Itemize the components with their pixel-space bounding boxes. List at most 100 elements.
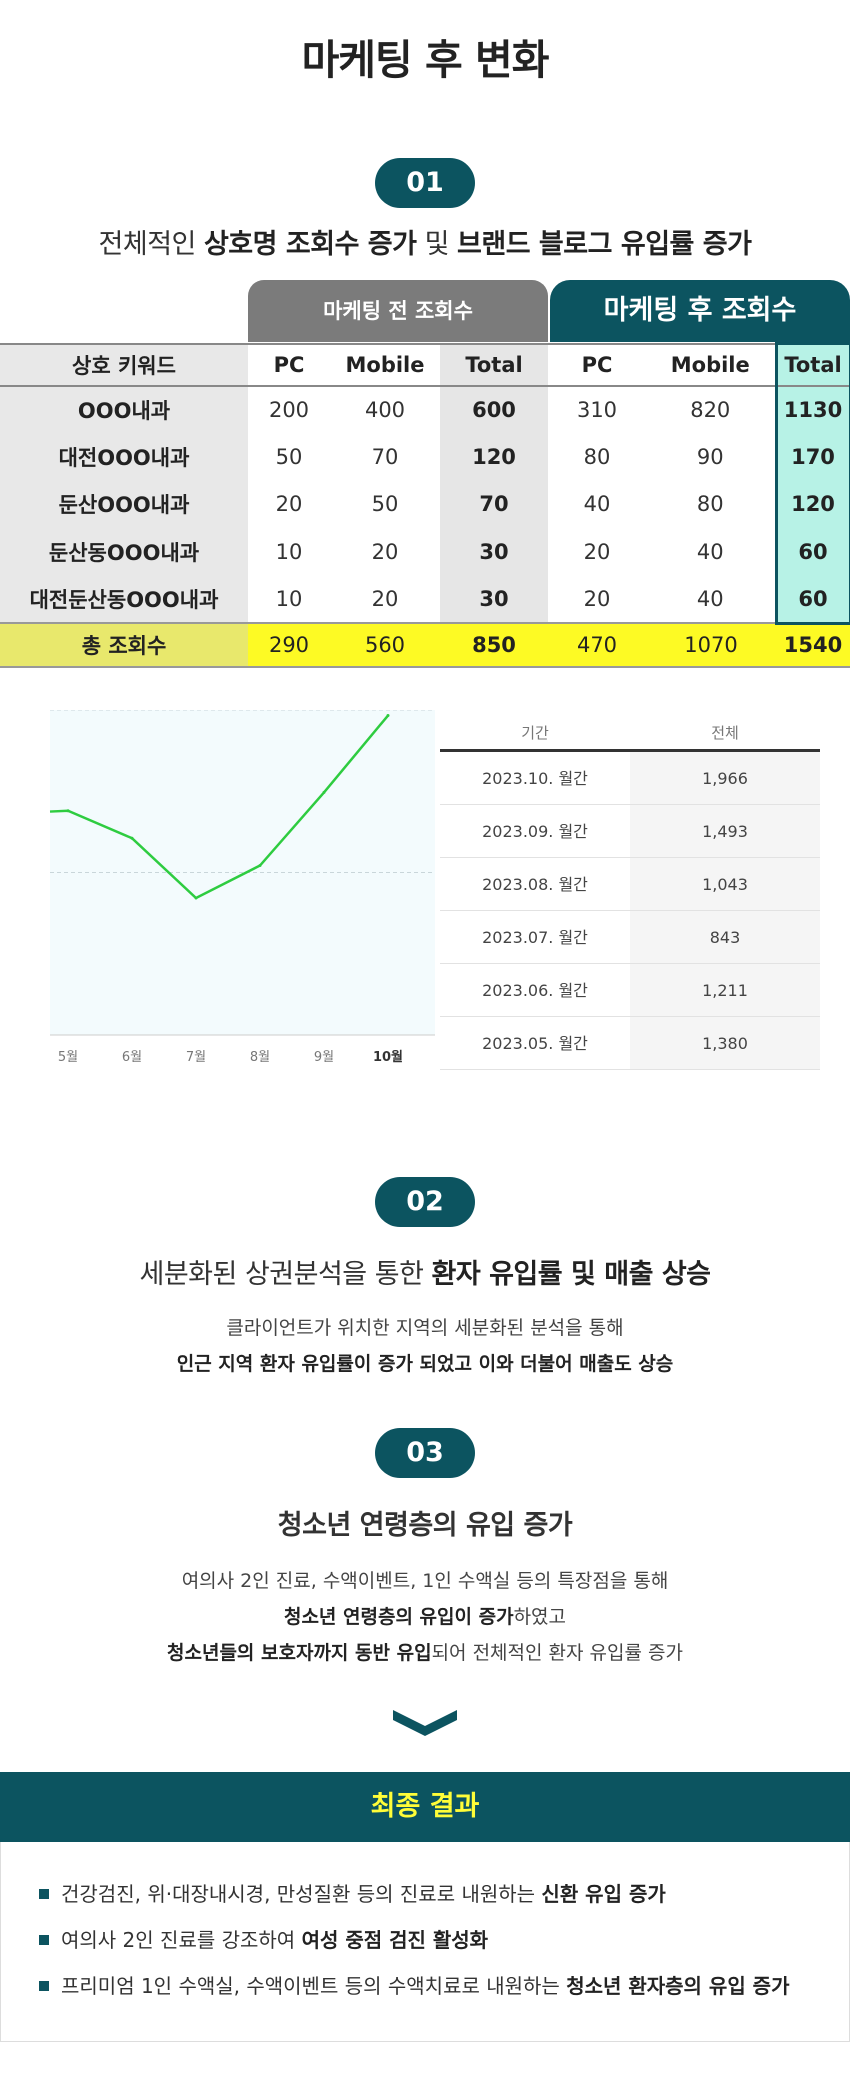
table-cell: 600 bbox=[440, 385, 548, 433]
total-cell: 560 bbox=[330, 622, 440, 668]
value-cell: 1,043 bbox=[630, 858, 820, 910]
value-cell: 1,966 bbox=[630, 752, 820, 804]
views-table: 상호 키워드 PC Mobile Total PC Mobile Total O… bbox=[0, 342, 850, 668]
period-cell: 2023.10. 월간 bbox=[482, 769, 588, 788]
total-cell: 470 bbox=[548, 622, 646, 668]
table-cell: 40 bbox=[696, 586, 724, 611]
description-highlight: 청소년들의 보호자까지 동반 유입 bbox=[167, 1642, 432, 1664]
final-result-item: 건강검진, 위·대장내시경, 만성질환 등의 진료로 내원하는 신환 유입 증가 bbox=[1, 1880, 849, 1926]
keyword-cell: 둔산동OOO내과 bbox=[0, 528, 248, 576]
table-cell: 90 bbox=[696, 444, 724, 469]
table-row: OOO내과 200 400 600 310 820 1130 bbox=[0, 385, 850, 433]
table-cell: 20 bbox=[583, 586, 611, 611]
data-point bbox=[130, 836, 134, 840]
period-column-header: 기간 bbox=[521, 724, 549, 742]
x-tick-label: 7월 bbox=[186, 1050, 206, 1065]
bullet-square-icon bbox=[39, 1981, 49, 1991]
before-marketing-header: 마케팅 전 조회수 bbox=[248, 280, 548, 342]
section-subtitle-02: 세분화된 상권분석을 통한 환자 유입률 및 매출 상승 bbox=[0, 1252, 850, 1291]
table-cell: 120 bbox=[774, 480, 850, 528]
column-header: 상호 키워드 bbox=[0, 342, 248, 387]
table-cell: 50 bbox=[371, 492, 399, 517]
table-cell: 50 bbox=[275, 444, 303, 469]
table-cell: 60 bbox=[774, 575, 850, 625]
table-cell: 20 bbox=[275, 492, 303, 517]
column-header: Total bbox=[440, 342, 548, 387]
data-point bbox=[66, 809, 70, 813]
final-result-title: 최종 결과 bbox=[0, 1772, 850, 1842]
table-header-row: 상호 키워드 PC Mobile Total PC Mobile Total bbox=[0, 342, 850, 387]
after-marketing-header: 마케팅 후 조회수 bbox=[550, 280, 850, 342]
table-cell: 310 bbox=[576, 397, 618, 422]
x-tick-label: 9월 bbox=[314, 1050, 334, 1065]
keyword-cell: OOO내과 bbox=[0, 385, 248, 433]
section-description-02: 클라이언트가 위치한 지역의 세분화된 분석을 통해 인근 지역 환자 유입률이… bbox=[0, 1310, 850, 1382]
table-cell: 20 bbox=[583, 539, 611, 564]
period-cell: 2023.06. 월간 bbox=[482, 981, 588, 1000]
table-row: 대전OOO내과 50 70 120 80 90 170 bbox=[0, 433, 850, 481]
table-cell: 40 bbox=[696, 539, 724, 564]
table-cell: 400 bbox=[364, 397, 406, 422]
x-tick-label: 6월 bbox=[122, 1050, 142, 1065]
data-point bbox=[194, 896, 198, 900]
item-highlight: 여성 중점 검진 활성화 bbox=[301, 1928, 489, 1952]
column-header: Total bbox=[774, 342, 850, 387]
table-cell: 820 bbox=[690, 397, 731, 422]
data-point bbox=[322, 790, 326, 794]
table-cell: 1130 bbox=[774, 385, 850, 433]
table-cell: 200 bbox=[268, 397, 310, 422]
keyword-cell: 대전둔산동OOO내과 bbox=[0, 575, 248, 623]
table-row: 둔산OOO내과 20 50 70 40 80 120 bbox=[0, 480, 850, 528]
value-cell: 1,380 bbox=[630, 1017, 820, 1069]
stats-row: 2023.05. 월간 1,380 bbox=[440, 1017, 820, 1070]
value-cell: 1,211 bbox=[630, 964, 820, 1016]
table-cell: 10 bbox=[275, 539, 303, 564]
table-cell: 30 bbox=[440, 528, 548, 576]
period-cell: 2023.05. 월간 bbox=[482, 1034, 588, 1053]
value-cell: 843 bbox=[630, 911, 820, 963]
description-highlight: 인근 지역 환자 유입률이 증가 되었고 이와 더불어 매출도 상승 bbox=[176, 1353, 674, 1375]
bullet-square-icon bbox=[39, 1889, 49, 1899]
total-column-header: 전체 bbox=[711, 724, 739, 742]
column-header: Mobile bbox=[646, 342, 776, 387]
section-description-03: 여의사 2인 진료, 수액이벤트, 1인 수액실 등의 특장점을 통해 청소년 … bbox=[0, 1563, 850, 1671]
monthly-views-chart: 5월 6월 7월 8월 9월 10월 bbox=[40, 709, 440, 1080]
section-badge-03: 03 bbox=[375, 1428, 475, 1478]
stats-row: 2023.06. 월간 1,211 bbox=[440, 964, 820, 1017]
item-highlight: 청소년 환자층의 유입 증가 bbox=[566, 1974, 790, 1998]
subtitle-text: 전체적인 bbox=[98, 229, 204, 260]
value-cell: 1,493 bbox=[630, 805, 820, 857]
description-line: 클라이언트가 위치한 지역의 세분화된 분석을 통해 bbox=[226, 1317, 624, 1339]
table-cell: 120 bbox=[440, 433, 548, 481]
x-tick-label: 5월 bbox=[58, 1050, 78, 1065]
description-line: 여의사 2인 진료, 수액이벤트, 1인 수액실 등의 특장점을 통해 bbox=[181, 1570, 669, 1592]
table-cell: 80 bbox=[696, 492, 724, 517]
data-point bbox=[386, 714, 390, 718]
section-subtitle-03: 청소년 연령층의 유입 증가 bbox=[277, 1510, 573, 1541]
period-cell: 2023.08. 월간 bbox=[482, 875, 588, 894]
table-cell: 70 bbox=[371, 444, 399, 469]
item-text: 건강검진, 위·대장내시경, 만성질환 등의 진료로 내원하는 bbox=[61, 1882, 542, 1906]
section-subtitle-01: 전체적인 상호명 조회수 증가 및 브랜드 블로그 유입률 증가 bbox=[0, 222, 850, 261]
description-text: 하였고 bbox=[513, 1606, 567, 1628]
subtitle-highlight: 브랜드 블로그 유입률 증가 bbox=[457, 229, 752, 260]
table-cell: 30 bbox=[440, 575, 548, 623]
stats-row: 2023.10. 월간 1,966 bbox=[440, 752, 820, 805]
table-cell: 80 bbox=[583, 444, 611, 469]
table-cell: 20 bbox=[371, 586, 399, 611]
total-cell: 850 bbox=[440, 622, 548, 668]
stats-row: 2023.09. 월간 1,493 bbox=[440, 805, 820, 858]
keyword-cell: 대전OOO내과 bbox=[0, 433, 248, 481]
chart-svg: 5월 6월 7월 8월 9월 10월 bbox=[49, 709, 435, 1065]
table-cell: 40 bbox=[583, 492, 611, 517]
column-header: PC bbox=[248, 342, 330, 387]
stats-header: 기간 전체 bbox=[440, 717, 820, 752]
final-result-item: 프리미엄 1인 수액실, 수액이벤트 등의 수액치료로 내원하는 청소년 환자층… bbox=[1, 1972, 849, 2018]
table-row: 대전둔산동OOO내과 10 20 30 20 40 60 bbox=[0, 575, 850, 625]
total-cell: 290 bbox=[248, 622, 330, 668]
table-cell: 10 bbox=[275, 586, 303, 611]
subtitle-text: 세분화된 상권분석을 통한 bbox=[139, 1259, 432, 1290]
total-label: 총 조회수 bbox=[0, 622, 248, 668]
final-result-list: 건강검진, 위·대장내시경, 만성질환 등의 진료로 내원하는 신환 유입 증가… bbox=[0, 1842, 850, 2042]
total-cell: 1540 bbox=[776, 622, 850, 668]
